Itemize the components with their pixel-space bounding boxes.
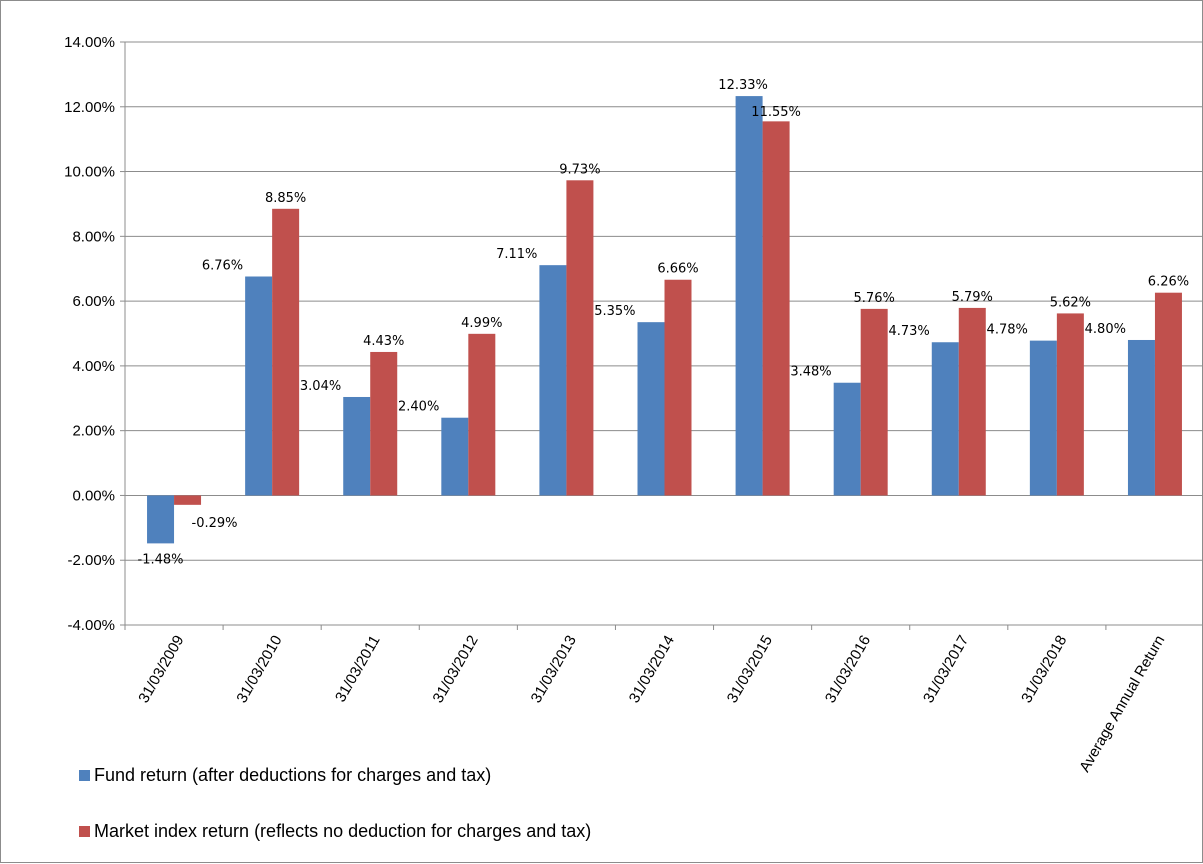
bar-market-index [664, 279, 692, 496]
bar-fund [147, 495, 175, 544]
legend-label-market-index: Market index return (reflects no deducti… [94, 821, 592, 841]
bar-fund [735, 96, 763, 496]
data-label-market-index: 6.66% [657, 262, 698, 277]
data-label-fund: 4.80% [1085, 322, 1126, 337]
legend-label-fund: Fund return (after deductions for charge… [94, 765, 492, 785]
data-label-market-index: 5.79% [952, 290, 993, 305]
bar-fund [931, 342, 959, 496]
x-tick-label: 31/03/2012 [430, 633, 482, 707]
bar-market-index [468, 333, 496, 496]
data-label-fund: 3.48% [790, 365, 831, 380]
bar-fund [441, 417, 469, 496]
y-tick-label: 4.00% [72, 358, 115, 375]
data-label-fund: 5.35% [594, 304, 635, 319]
y-tick-label: 10.00% [64, 164, 115, 181]
data-label-fund: 12.33% [718, 78, 768, 93]
data-label-market-index: 6.26% [1148, 275, 1189, 290]
bar-fund [1029, 340, 1057, 496]
x-axis-tick-labels: 31/03/2009 31/03/2010 31/03/2011 31/03/2012… [135, 633, 1168, 776]
bar-fund [1127, 339, 1155, 496]
x-tick-label: 31/03/2017 [920, 633, 972, 707]
bar-market-index [174, 495, 202, 505]
bar-market-index [762, 121, 790, 496]
bar-fund [539, 265, 567, 496]
data-label-market-index: 4.99% [461, 316, 502, 331]
bar-fund [833, 382, 861, 496]
y-tick-label: -4.00% [67, 617, 115, 634]
y-tick-label: 2.00% [72, 423, 115, 440]
x-tick-label: 31/03/2009 [135, 633, 187, 707]
bar-market-index [1056, 313, 1084, 496]
bar-market-index [566, 180, 594, 496]
y-tick-label: 6.00% [72, 293, 115, 310]
data-label-fund: 4.78% [987, 323, 1028, 338]
x-tick-label: 31/03/2010 [233, 633, 285, 707]
legend-swatch-fund [79, 770, 90, 781]
data-label-market-index: 8.85% [265, 191, 306, 206]
data-label-market-index: 11.55% [751, 105, 801, 120]
x-tick-label: 31/03/2013 [528, 633, 580, 707]
data-label-market-index: 4.43% [363, 334, 404, 349]
bar-market-index [272, 208, 300, 496]
y-tick-label: 14.00% [64, 34, 115, 51]
data-labels: -1.48% 6.76% 3.04% 2.40% 7.11% 5.35% 12.33% 3.4… [138, 78, 1190, 567]
y-tick-label: -2.00% [67, 552, 115, 569]
legend-item-market-index: Market index return (reflects no deducti… [79, 821, 591, 842]
x-tick-label: 31/03/2011 [332, 633, 384, 706]
data-label-market-index: 5.62% [1050, 295, 1091, 310]
bars [147, 96, 1182, 544]
x-tick-label: 31/03/2016 [822, 633, 874, 707]
data-label-fund: 6.76% [202, 258, 243, 273]
bar-fund [343, 396, 371, 496]
y-tick-label: 12.00% [64, 99, 115, 116]
data-label-market-index: 5.76% [854, 291, 895, 306]
y-axis-tick-labels: -4.00% -2.00% 0.00% 2.00% 4.00% 6.00% 8.00% 10.… [64, 34, 115, 634]
y-tick-label: 8.00% [72, 228, 115, 245]
x-tick-label: 31/03/2018 [1018, 633, 1070, 707]
x-tick-label: 31/03/2014 [626, 633, 678, 707]
data-label-fund: 3.04% [300, 379, 341, 394]
data-label-fund: 4.73% [888, 324, 929, 339]
data-label-market-index: 9.73% [559, 162, 600, 177]
data-label-fund: 7.11% [496, 247, 537, 262]
y-tick-label: 0.00% [72, 487, 115, 504]
x-tick-label: 31/03/2015 [724, 633, 776, 707]
bar-market-index [860, 308, 888, 496]
legend-swatch-market-index [79, 826, 90, 837]
bar-fund [245, 276, 273, 496]
legend-item-fund: Fund return (after deductions for charge… [79, 765, 491, 786]
bar-market-index [370, 351, 398, 496]
data-label-fund: 2.40% [398, 400, 439, 415]
data-label-fund: -1.48% [138, 552, 184, 567]
bar-market-index [958, 307, 986, 496]
x-tick-label: Average Annual Return [1076, 633, 1168, 776]
bar-fund [637, 322, 665, 496]
bar-market-index [1154, 292, 1182, 496]
data-label-market-index: -0.29% [192, 516, 238, 531]
